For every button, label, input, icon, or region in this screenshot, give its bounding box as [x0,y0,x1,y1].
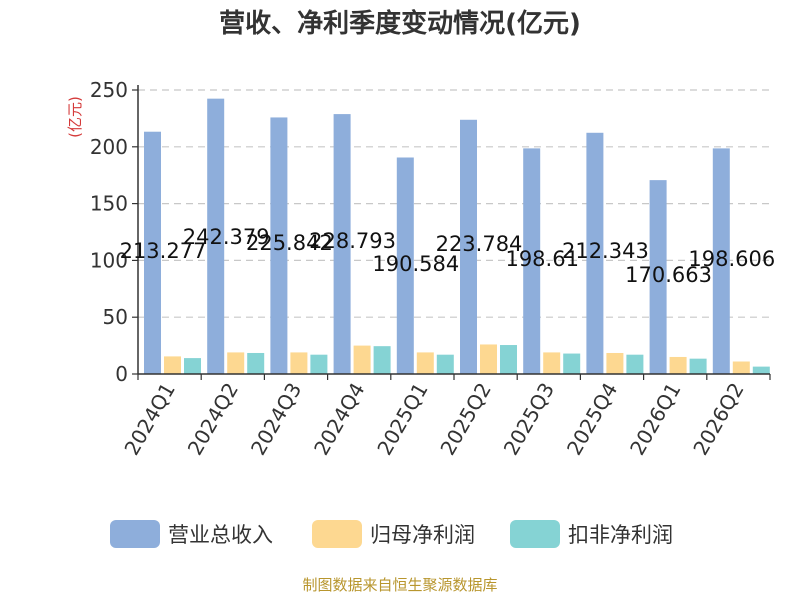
legend-swatch [510,520,560,548]
bar-series-2 [227,352,245,374]
bar-series-2 [543,352,561,374]
x-tick-label: 2026Q2 [688,379,748,460]
bar-series-1 [396,157,414,374]
x-tick-label: 2024Q1 [119,379,179,460]
bar-series-3 [626,354,644,374]
legend-swatch [312,520,362,548]
data-label: 228.793 [309,229,396,253]
data-label: 225.842 [246,231,333,255]
bar-series-2 [480,344,497,374]
bar-series-3 [184,358,201,374]
y-tick-label: 150 [90,192,128,216]
y-tick-label: 0 [115,362,128,386]
bar-series-1 [333,114,351,374]
data-label: 212.343 [562,239,649,263]
legend-label: 扣非净利润 [568,523,673,547]
bar-series-1 [523,148,541,374]
bar-series-1 [270,117,288,375]
data-label: 213.277 [120,239,207,263]
bar-series-3 [310,354,328,374]
axes [137,85,771,380]
bar-series-2 [732,361,750,374]
x-tick-label: 2026Q1 [625,379,685,460]
bar-series-3 [563,353,581,374]
data-label: 198.606 [688,247,775,271]
bar-series-2 [606,352,624,374]
chart-title: 营收、净利季度变动情况(亿元) [219,8,581,39]
grid-lines [138,89,770,318]
y-axis-label: (亿元) [66,96,84,138]
bar-series-3 [373,346,391,374]
bar-series-3 [752,366,770,374]
legend: 营业总收入 归母净利润 扣非净利润 [110,520,673,548]
data-label: 242.379 [183,225,270,249]
bars [144,98,770,375]
bar-series-1 [207,98,225,374]
bar-series-1 [144,131,161,374]
y-tick-label: 250 [90,78,128,102]
x-tick-label: 2024Q2 [183,379,243,460]
legend-label: 归母净利润 [370,523,475,547]
bar-series-2 [164,356,181,374]
bar-series-1 [712,148,730,374]
x-tick-label: 2025Q4 [562,379,622,460]
x-tick-label: 2025Q1 [372,379,432,460]
x-tick-label: 2024Q4 [309,379,369,460]
bar-series-2 [416,352,434,374]
data-label: 198.61 [505,247,578,271]
bar-series-3 [436,354,454,374]
data-labels: 213.277242.379225.842228.793190.584223.7… [120,225,776,287]
data-source-note: 制图数据来自恒生聚源数据库 [302,576,497,594]
x-tick-label: 2025Q3 [499,379,559,460]
legend-label: 营业总收入 [168,523,273,547]
bar-series-1 [649,180,667,374]
bar-series-1 [460,119,477,375]
legend-swatch [110,520,160,548]
data-label: 190.584 [372,252,459,276]
y-tick-label: 50 [103,305,128,329]
data-label: 223.784 [436,232,523,256]
bar-series-3 [247,352,265,374]
bar-series-2 [290,352,308,374]
bar-series-2 [669,356,687,374]
x-tick-label: 2024Q3 [246,379,306,460]
x-tick-label: 2025Q2 [435,379,495,460]
bar-series-2 [353,345,371,374]
bar-series-3 [689,358,707,374]
bar-series-3 [500,345,517,374]
data-label: 170.663 [625,263,712,287]
y-tick-label: 200 [90,135,128,159]
bar-series-1 [586,132,604,374]
y-tick-label: 100 [90,248,128,272]
